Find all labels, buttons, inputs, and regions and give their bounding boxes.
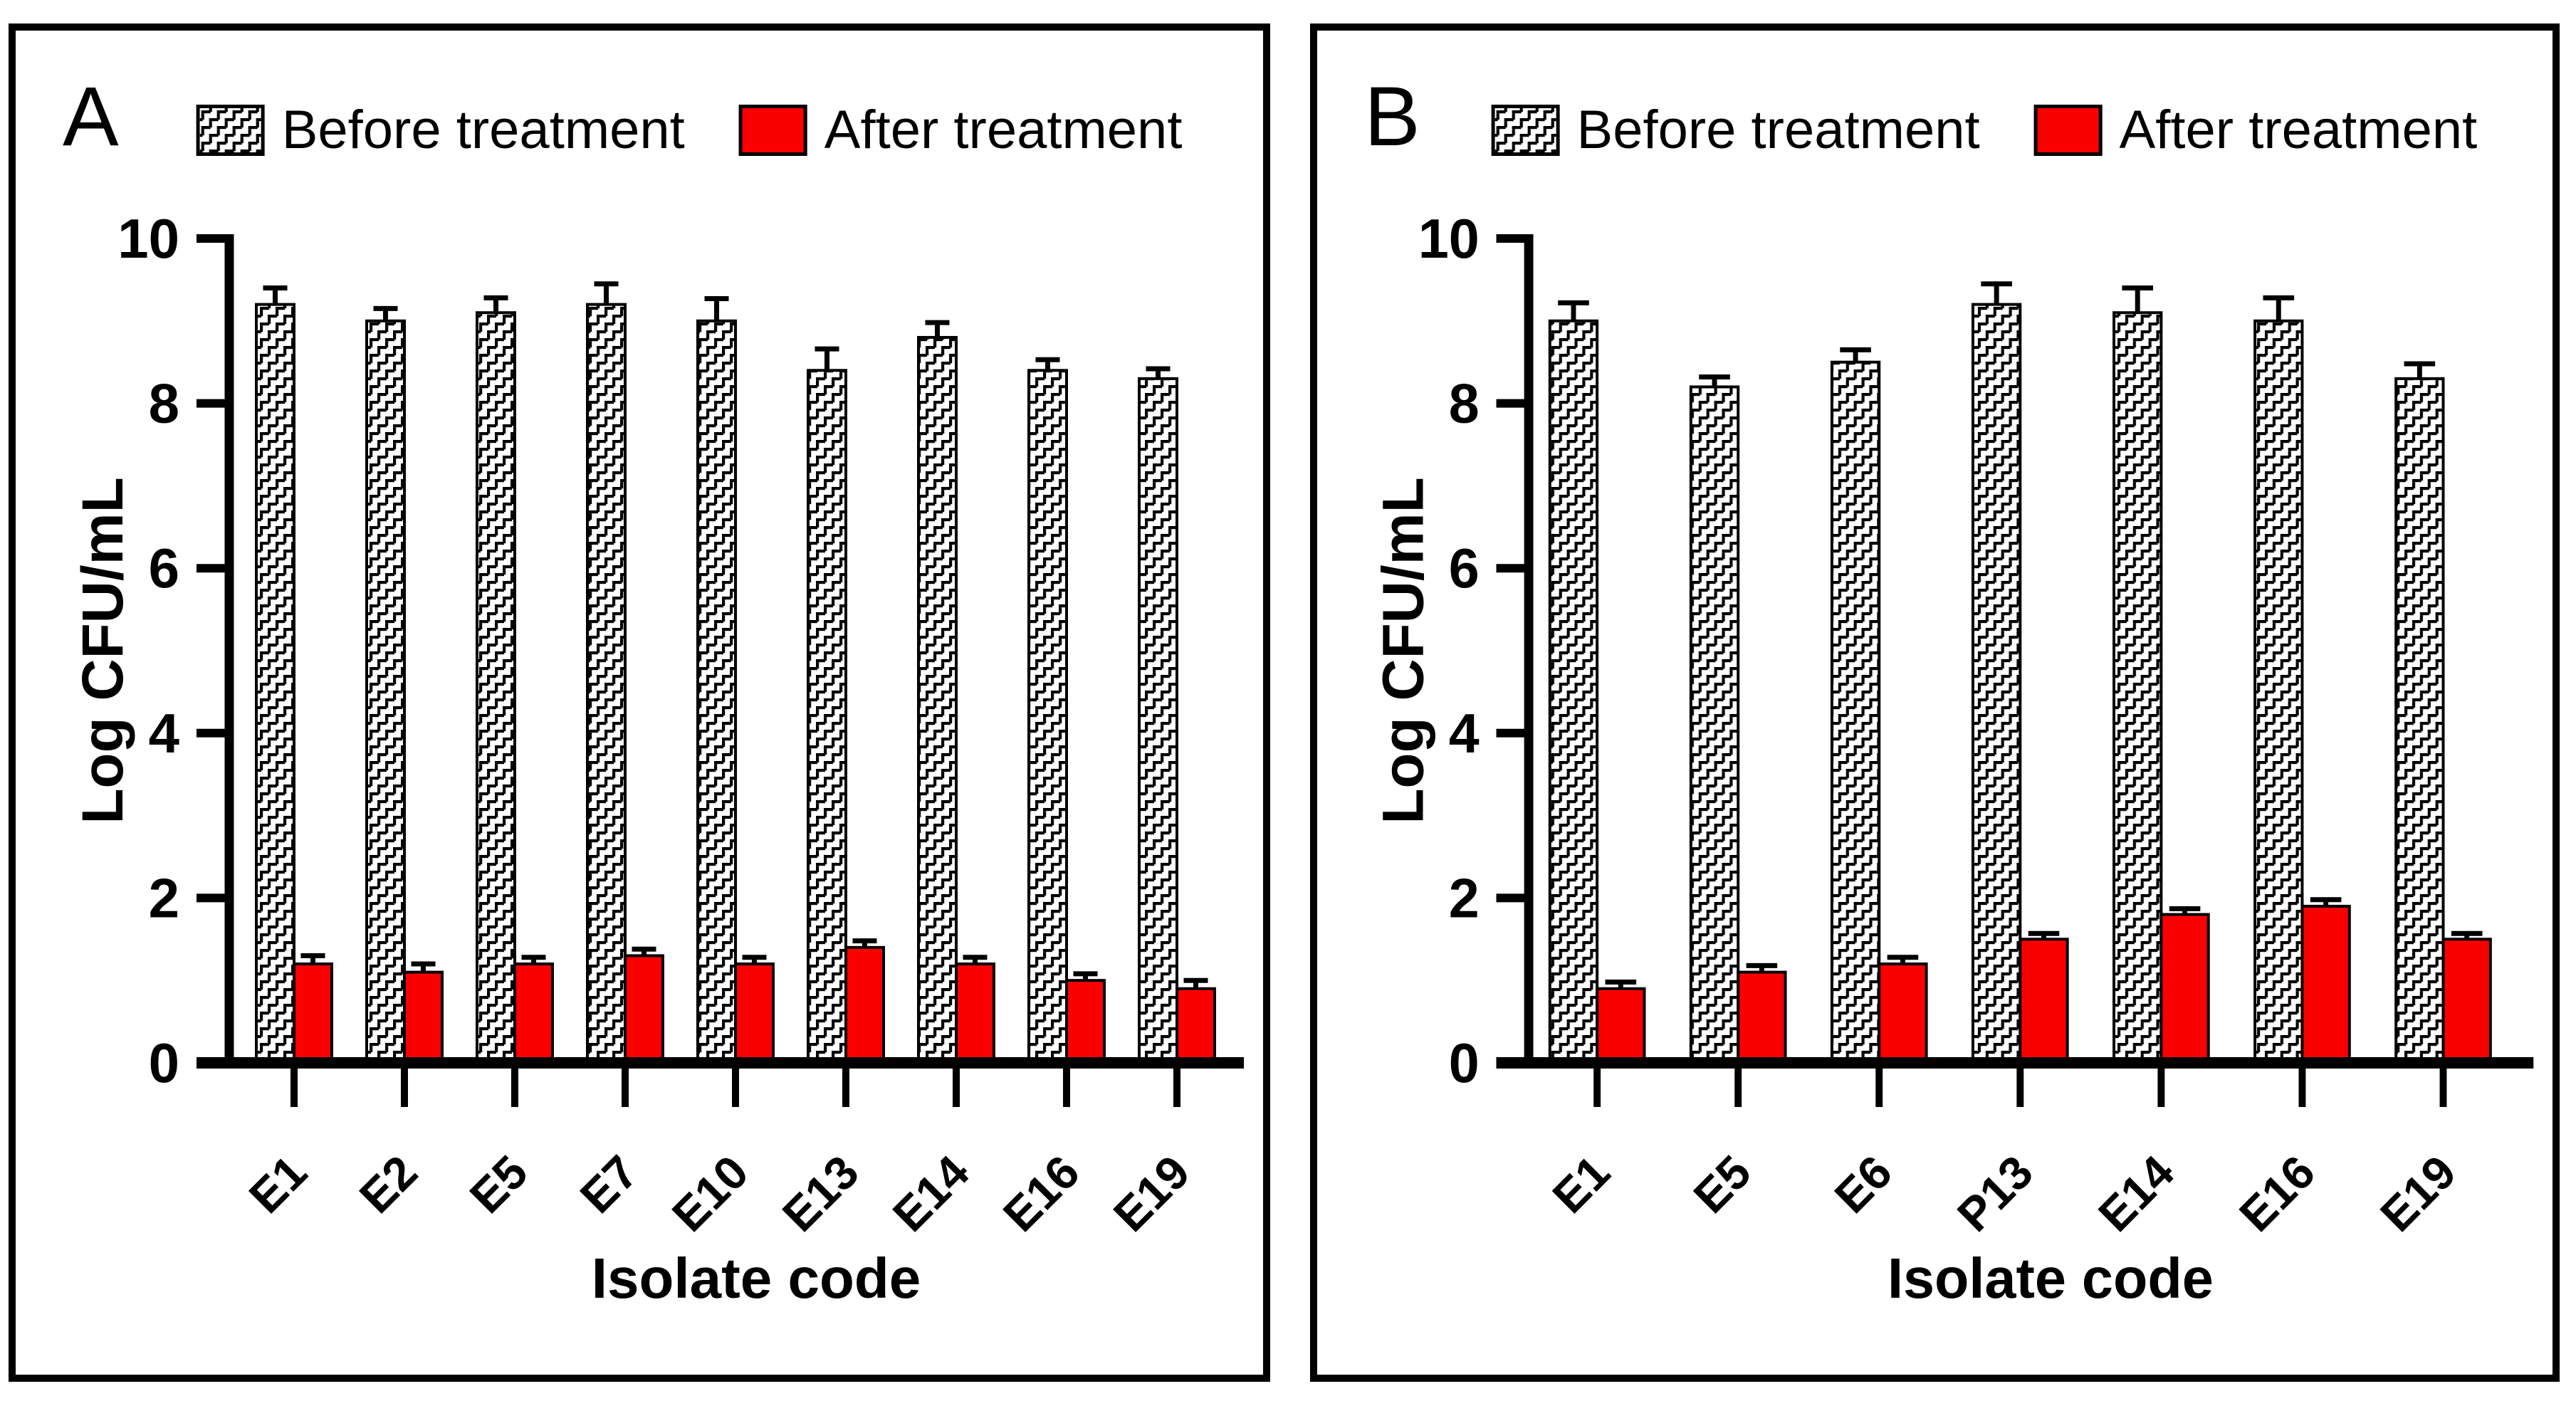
bar-before-E16 [1027, 369, 1068, 1064]
bar-before-E14 [917, 335, 958, 1064]
y-tick-label: 0 [149, 1032, 179, 1094]
y-axis-title: Log CFU/mL [1371, 477, 1436, 824]
bars: E1 E5 E6 P13 E14 E16 E19 [1543, 281, 2492, 1242]
bar-before-E5 [476, 311, 516, 1065]
bar-after-E5 [513, 962, 554, 1065]
bar-after-E1 [293, 962, 333, 1065]
chart-b-svg: 0 2 4 6 8 10 Log CFU/mL E1 E5 E6 P13 E14 E16 E19 Isola… [1371, 209, 2534, 1310]
x-tick-label: E16 [2229, 1145, 2325, 1242]
y-tick-label: 2 [149, 866, 179, 929]
y-axis-title: Log CFU/mL [70, 477, 135, 824]
bar-after-E10 [734, 962, 775, 1065]
y-tick-label: 10 [1418, 209, 1480, 270]
x-tick-label: E14 [2088, 1145, 2184, 1242]
y-tick-label: 10 [117, 207, 179, 270]
bar-before-E5 [1689, 385, 1740, 1064]
x-tick-label: E10 [662, 1145, 758, 1242]
before-treatment-hatched-swatch-icon [196, 104, 265, 156]
bar-after-E1 [1596, 987, 1646, 1065]
bar-after-E7 [624, 954, 664, 1064]
bar-before-E14 [2112, 311, 2163, 1065]
bar-after-E2 [403, 970, 444, 1064]
y-tick-label: 0 [1449, 1033, 1480, 1094]
panel-b-letter: B [1364, 70, 1420, 164]
bar-after-E14 [2159, 913, 2210, 1065]
x-tick-label: E13 [773, 1145, 869, 1242]
bar-before-E2 [365, 319, 406, 1064]
x-tick-label: E19 [1104, 1145, 1200, 1242]
x-tick-label: E7 [570, 1145, 647, 1223]
bar-after-E16 [2300, 904, 2351, 1064]
bar-after-E19 [1176, 987, 1216, 1065]
x-tick-label: E5 [459, 1145, 537, 1223]
bar-after-E19 [2441, 938, 2492, 1065]
panel-a: 0 2 4 6 8 10 Log CFU/mL E1 E2 E5 E7 E10 E13 E14 E16 E19… [9, 23, 1270, 1382]
x-tick-label: E16 [993, 1145, 1089, 1242]
legend-label-after: After treatment [824, 100, 1183, 160]
bar-after-E5 [1737, 970, 1787, 1064]
x-tick-label: P13 [1947, 1145, 2043, 1242]
bar-after-P13 [2019, 938, 2069, 1065]
after-treatment-red-swatch-icon [2033, 104, 2103, 156]
x-tick-label: E2 [349, 1145, 426, 1223]
bar-after-E13 [844, 945, 885, 1064]
chart-a-svg: 0 2 4 6 8 10 Log CFU/mL E1 E2 E5 E7 E10 E13 E14 E16 E19… [70, 207, 1244, 1310]
bar-after-E16 [1065, 979, 1106, 1064]
after-treatment-red-swatch-icon [738, 104, 807, 156]
bar-before-E1 [1548, 319, 1599, 1064]
x-tick-label: E5 [1684, 1145, 1761, 1223]
bar-before-E13 [807, 369, 847, 1064]
y-tick-label: 8 [149, 372, 179, 435]
legend-label-before: Before treatment [281, 100, 685, 160]
legend-item-before: Before treatment [196, 99, 685, 161]
x-axis-title: Isolate code [592, 1247, 921, 1310]
legend-label-after: After treatment [2119, 100, 2478, 160]
x-tick-label: E6 [1825, 1145, 1902, 1223]
legend-a: Before treatment After treatment [196, 99, 1183, 161]
bar-after-E14 [955, 962, 995, 1065]
y-axis: 0 2 4 6 8 10 [1418, 209, 1534, 1094]
panel-b: 0 2 4 6 8 10 Log CFU/mL E1 E5 E6 P13 E14 E16 E19 Isola… [1310, 23, 2560, 1382]
x-tick-label: E14 [883, 1145, 980, 1242]
y-axis: 0 2 4 6 8 10 [117, 207, 234, 1094]
y-tick-label: 2 [1449, 868, 1480, 929]
bars: E1 E2 E5 E7 E10 E13 E14 E16 E19 [239, 281, 1216, 1242]
y-tick-label: 6 [149, 537, 179, 599]
bar-before-P13 [1971, 303, 2022, 1064]
bar-before-E16 [2253, 319, 2304, 1064]
x-axis-title: Isolate code [1888, 1247, 2214, 1310]
bar-before-E1 [255, 303, 295, 1064]
panel-a-letter: A [63, 70, 119, 164]
bar-before-E7 [586, 303, 627, 1064]
y-tick-label: 8 [1449, 373, 1480, 434]
y-tick-label: 6 [1449, 538, 1480, 599]
legend-item-after: After treatment [2033, 99, 2478, 161]
x-tick-label: E1 [1543, 1145, 1620, 1223]
x-tick-label: E19 [2371, 1145, 2466, 1242]
bar-before-E6 [1830, 360, 1881, 1064]
x-tick-label: E1 [239, 1145, 316, 1223]
y-tick-label: 4 [1449, 703, 1480, 764]
bar-before-E19 [1138, 377, 1178, 1064]
legend-item-after: After treatment [738, 99, 1183, 161]
legend-item-before: Before treatment [1491, 99, 1980, 161]
bar-before-E19 [2394, 377, 2445, 1064]
legend-label-before: Before treatment [1576, 100, 1980, 160]
y-tick-label: 4 [149, 702, 179, 765]
bar-before-E10 [696, 319, 737, 1064]
bar-after-E6 [1878, 962, 1928, 1065]
before-treatment-hatched-swatch-icon [1491, 104, 1560, 156]
legend-b: Before treatment After treatment [1491, 99, 2478, 161]
